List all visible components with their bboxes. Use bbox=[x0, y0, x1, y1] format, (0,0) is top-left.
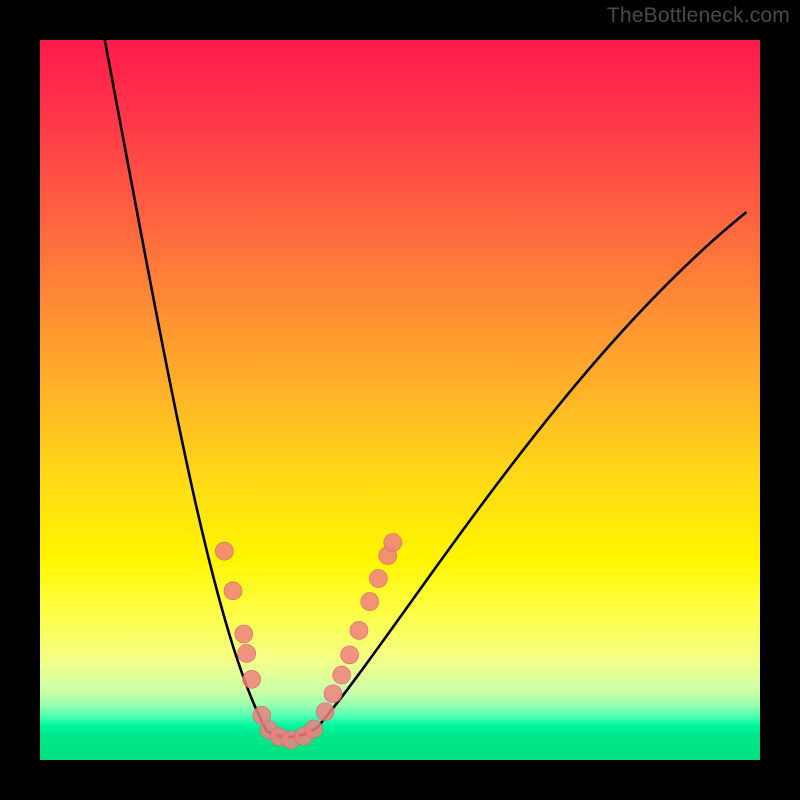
plot-background bbox=[40, 40, 760, 760]
data-marker bbox=[316, 703, 334, 721]
chart-svg bbox=[0, 0, 800, 800]
data-marker bbox=[333, 666, 351, 684]
chart-root: TheBottleneck.com bbox=[0, 0, 800, 800]
data-marker bbox=[384, 534, 402, 552]
data-marker bbox=[369, 570, 387, 588]
data-marker bbox=[350, 621, 368, 639]
data-marker bbox=[324, 685, 342, 703]
data-marker bbox=[361, 593, 379, 611]
data-marker bbox=[243, 670, 261, 688]
data-marker bbox=[224, 582, 242, 600]
data-marker bbox=[215, 542, 233, 560]
data-marker bbox=[235, 625, 253, 643]
data-marker bbox=[305, 720, 323, 738]
data-marker bbox=[341, 646, 359, 664]
data-marker bbox=[238, 644, 256, 662]
